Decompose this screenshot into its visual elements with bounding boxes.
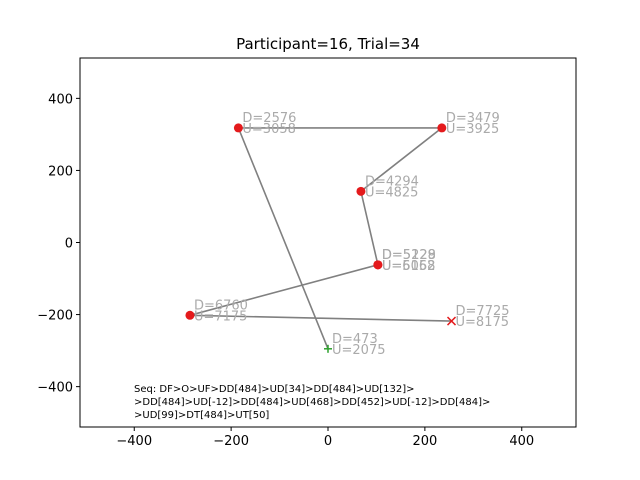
x-tick-label: 0 [324,434,332,449]
point-label: D=5228 [382,248,436,263]
point-marker [356,186,366,196]
end-marker-b [446,316,457,326]
point-label: U=8175 [456,315,510,330]
point-label: D=473 [332,332,378,347]
axis-ticks: −400 −200 0 200 400 −400 −200 0 200 400 [37,92,534,449]
point-marker [373,260,383,270]
x-tick-label: −400 [116,434,152,449]
point-label: U=7175 [194,309,248,324]
y-tick-label: −200 [37,309,73,324]
x-tick-label: 200 [412,434,437,449]
point-label: U=6068 [382,259,436,274]
point-label: D=6760 [194,298,248,313]
point-label: D=7725 [456,304,510,319]
plot-frame [79,57,577,428]
chart-title: Participant=16, Trial=34 [236,35,420,53]
sequence-annotation: Seq: DF>O>UF>DD[484]>UD[34]>DD[484]>UD[1… [134,384,490,421]
y-tick-label: 0 [65,237,73,252]
x-tick-label: −200 [213,434,249,449]
sequence-line: >DD[484]>UD[-12]>DD[484]>UD[468]>DD[452]… [134,397,490,408]
point-label: U=2075 [332,343,386,358]
point-marker [233,123,243,133]
point-marker [185,310,195,320]
point-marker [437,123,447,133]
y-tick-label: 200 [48,164,73,179]
sequence-line: >UD[99]>DT[484]>UT[50] [134,410,269,421]
points [185,123,457,353]
point-label: U=3925 [446,122,500,137]
axes-frame [79,57,577,428]
sequence-line: Seq: DF>O>UF>DD[484]>UD[34]>DD[484]>UD[1… [134,384,414,395]
start-marker [324,344,332,353]
point-label: U=3058 [242,122,296,137]
point-label: D=3479 [446,111,500,126]
y-tick-label: −400 [37,381,73,396]
point-label: D=2576 [242,111,296,126]
point-label: U=5152 [382,259,436,274]
point-label: U=4825 [365,185,419,200]
end-marker [446,316,457,326]
point-label: D=4294 [365,174,419,189]
y-tick-label: 400 [48,92,73,107]
point-label: D=5129 [382,248,436,263]
x-tick-label: 400 [509,434,534,449]
